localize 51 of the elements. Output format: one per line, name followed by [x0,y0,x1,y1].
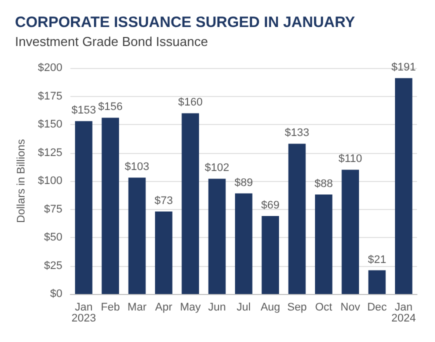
bar [288,144,306,294]
y-tick-label: $175 [38,90,62,102]
x-tick-label: Nov [340,302,361,314]
data-label: $160 [178,96,203,109]
bar [395,78,412,294]
y-tick-label: $50 [44,232,62,244]
data-label: $102 [204,162,230,174]
bar [155,212,172,294]
x-tick-label: Aug [260,302,280,314]
x-tick-label: Jun [208,302,226,314]
y-tick-label: $0 [50,288,62,300]
chart-title: CORPORATE ISSUANCE SURGED IN JANUARY [15,14,356,31]
bar [368,270,386,294]
bar [182,113,200,294]
y-axis-title: Dollars in Billions [16,138,28,223]
x-tick-label: Jan 2024 [391,302,416,324]
y-tick-label: $150 [38,118,62,130]
bar [208,178,226,294]
data-label: $69 [261,200,280,212]
data-label: $110 [338,153,362,166]
x-tick-label: Oct [315,302,332,314]
data-label: $103 [124,161,150,174]
x-tick-label: Sep [287,302,307,314]
x-tick-label: Jul [236,302,251,314]
data-label: $89 [234,176,253,189]
bar [262,216,280,294]
chart-subtitle: Investment Grade Bond Issuance [15,34,208,49]
x-tick-label: May [180,302,202,314]
data-label: $156 [98,101,123,114]
y-tick-label: $75 [44,203,62,216]
x-tick-label: Apr [155,302,173,314]
data-label: $21 [368,254,386,266]
bar [342,170,360,294]
data-label: $153 [71,104,96,117]
y-tick-label: $200 [38,62,62,74]
x-tick-label: Mar [128,302,147,314]
data-label: $133 [284,127,310,140]
y-tick-label: $100 [38,175,62,187]
bar [102,118,120,294]
x-tick-label: Dec [367,302,388,314]
x-tick-label: Jan 2023 [71,302,96,324]
bar [128,178,146,294]
data-label: $73 [154,195,173,208]
data-label: $88 [314,178,333,190]
bar [75,121,92,294]
y-tick-label: $125 [38,146,62,159]
data-label: $191 [391,62,416,74]
x-tick-label: Feb [100,302,120,314]
bar [315,194,332,294]
bar [235,193,252,294]
y-tick-label: $25 [44,260,62,272]
